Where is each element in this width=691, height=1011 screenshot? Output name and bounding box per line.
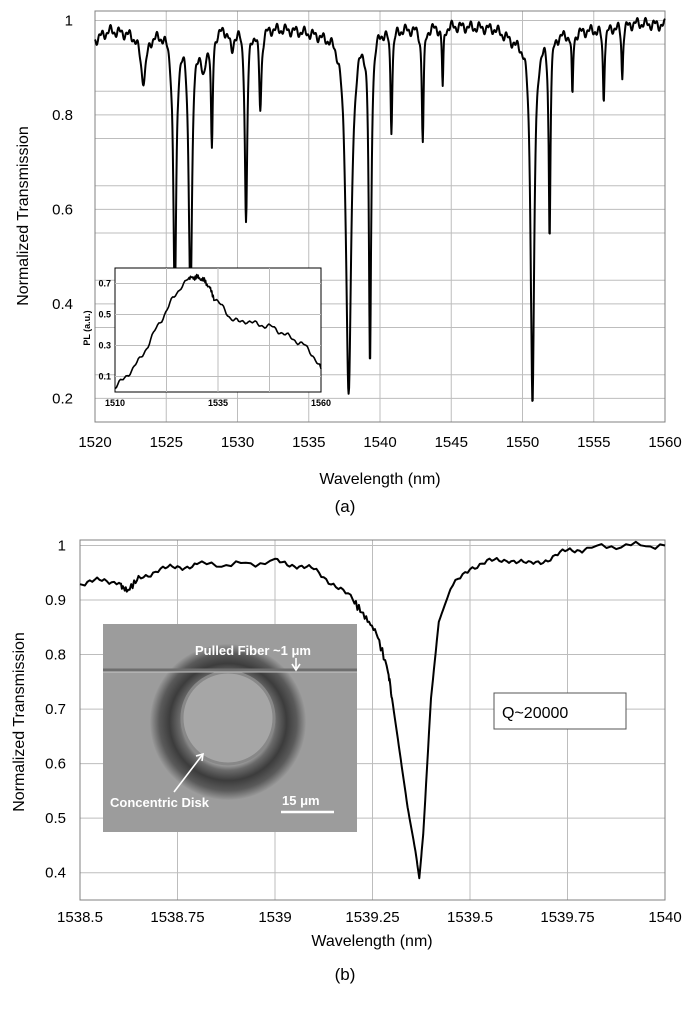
chart-a-y-tick-label: 0.2 — [52, 390, 73, 407]
concentric-disk-inner — [180, 670, 276, 766]
chart-a: 1520 1525 1530 1535 1540 1545 1550 1555 1560 0.2… — [15, 10, 682, 516]
disk-label: Concentric Disk — [110, 795, 210, 810]
chart-b-y-tick-label: 0.6 — [45, 756, 66, 773]
chart-a-caption: (a) — [335, 497, 356, 516]
q-factor-label: Q~20000 — [502, 705, 568, 722]
chart-a-x-tick-label: 1535 — [292, 434, 325, 451]
chart-b-inset-micrograph: Pulled Fiber ~1 μm Concentric Disk 15 μm — [103, 624, 357, 832]
inset-pl-y-tick-label: 0.1 — [98, 372, 111, 382]
chart-b-caption: (b) — [335, 965, 356, 984]
chart-a-x-tick-label: 1545 — [435, 434, 468, 451]
chart-b-x-tick-label: 1538.75 — [150, 909, 204, 926]
chart-b-y-axis-label: Normalized Transmission — [11, 632, 28, 812]
chart-a-x-axis-label: Wavelength (nm) — [319, 471, 440, 488]
chart-a-x-tick-label: 1525 — [150, 434, 183, 451]
chart-b-y-tick-label: 0.7 — [45, 701, 66, 718]
chart-a-x-tick-label: 1550 — [506, 434, 539, 451]
chart-b-y-tick-label: 0.5 — [45, 810, 66, 827]
chart-a-x-tick-label: 1520 — [78, 434, 111, 451]
scale-bar-label: 15 μm — [282, 793, 320, 808]
chart-b-x-tick-label: 1539.75 — [540, 909, 594, 926]
chart-a-x-tick-label: 1560 — [648, 434, 681, 451]
chart-a-x-tick-label: 1540 — [363, 434, 396, 451]
inset-pl-y-tick-label: 0.3 — [98, 341, 111, 351]
inset-pl-y-tick-label: 0.5 — [98, 310, 111, 320]
disk-arrow-head — [195, 752, 204, 762]
inset-pl-x-tick-label: 1535 — [208, 398, 228, 408]
chart-a-y-ticks: 0.2 0.4 0.6 0.8 1 — [52, 12, 73, 407]
chart-a-y-tick-label: 0.6 — [52, 201, 73, 218]
chart-a-y-tick-label: 0.8 — [52, 107, 73, 124]
chart-b-transmission-line — [79, 540, 666, 880]
chart-b-x-tick-label: 1540 — [648, 909, 681, 926]
inset-pl-line — [114, 273, 322, 390]
disk-arrow-shaft — [173, 753, 204, 793]
chart-b: Pulled Fiber ~1 μm Concentric Disk 15 μm… — [11, 537, 682, 984]
chart-b-x-tick-label: 1539.5 — [447, 909, 493, 926]
inset-pl-y-axis-label: PL (a.u.) — [82, 310, 92, 345]
chart-b-x-tick-label: 1538.5 — [57, 909, 103, 926]
chart-b-y-tick-label: 1 — [58, 537, 66, 554]
chart-a-x-tick-label: 1555 — [577, 434, 610, 451]
inset-pl-y-tick-label: 0.7 — [98, 279, 111, 289]
chart-a-plot-frame — [94, 10, 666, 423]
chart-a-y-tick-label: 0.4 — [52, 296, 73, 313]
inset-pl-x-ticks: 1510 1535 1560 — [105, 398, 331, 408]
chart-b-x-axis-label: Wavelength (nm) — [311, 933, 432, 950]
inset-pl-gridlines — [115, 268, 321, 392]
chart-b-x-ticks: 1538.5 1538.75 1539 1539.25 1539.5 1539.75 154… — [57, 909, 682, 926]
chart-b-plot-frame — [79, 539, 666, 901]
chart-a-x-tick-label: 1530 — [221, 434, 254, 451]
chart-b-x-tick-label: 1539 — [258, 909, 291, 926]
chart-a-x-ticks: 1520 1525 1530 1535 1540 1545 1550 1555 1560 — [78, 434, 681, 451]
chart-a-y-axis-label: Normalized Transmission — [15, 126, 32, 306]
inset-pl-x-tick-label: 1510 — [105, 398, 125, 408]
fiber-arrow-head — [291, 663, 301, 672]
chart-b-x-tick-label: 1539.25 — [345, 909, 399, 926]
chart-a-y-tick-label: 1 — [65, 12, 73, 29]
chart-b-y-ticks: 0.4 0.5 0.6 0.7 0.8 0.9 1 — [45, 537, 66, 881]
inset-pl-y-ticks: 0.1 0.3 0.5 0.7 — [98, 279, 111, 382]
inset-pl-x-tick-label: 1560 — [311, 398, 331, 408]
chart-b-y-tick-label: 0.9 — [45, 592, 66, 609]
chart-b-y-tick-label: 0.4 — [45, 865, 66, 882]
fiber-label: Pulled Fiber ~1 μm — [195, 643, 311, 658]
chart-b-y-tick-label: 0.8 — [45, 647, 66, 664]
chart-a-inset-pl: 1510 1535 1560 0.1 0.3 0.5 0.7 PL (a.u.) — [82, 267, 331, 408]
q-factor-box — [493, 692, 627, 730]
